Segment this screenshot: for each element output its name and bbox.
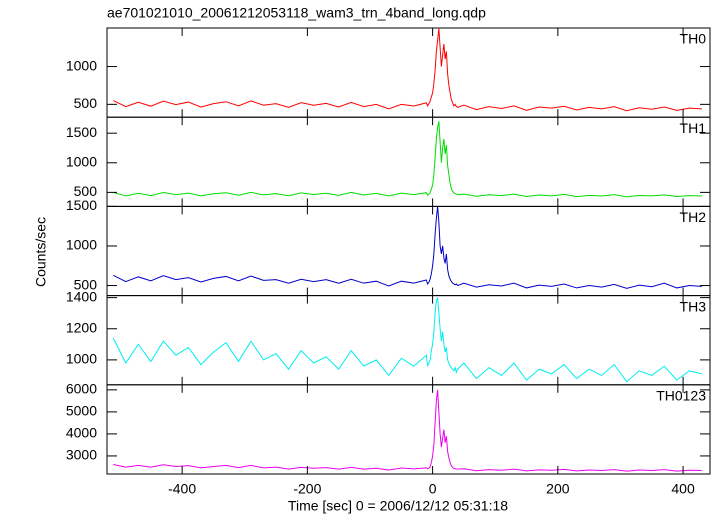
series-label: TH0123 [656,388,706,404]
light-curve [113,389,702,472]
x-axis-label: Time [sec] 0 = 2006/12/12 05:31:18 [288,498,508,514]
series-label: TH1 [680,120,707,136]
light-curve [113,206,702,289]
y-tick-label: 1000 [66,57,97,73]
y-tick-label: 1400 [66,288,97,304]
x-tick-label: 400 [671,481,695,497]
light-curve [112,297,702,383]
panel-frame [106,116,711,207]
x-tick-label: 200 [546,481,570,497]
y-tick-label: 1000 [66,351,97,367]
series-label: TH2 [680,209,707,225]
series-label: TH3 [680,298,707,314]
panel-frame [106,27,711,118]
light-curve [113,121,702,198]
y-tick-label: 500 [74,276,98,292]
panel-frame [106,384,711,475]
y-tick-label: 1500 [66,124,97,140]
y-tick-label: 1500 [66,197,97,213]
y-tick-label: 500 [74,183,98,199]
y-tick-label: 6000 [66,381,97,397]
y-tick-label: 1000 [66,237,97,253]
y-tick-label: 3000 [66,447,97,463]
x-tick-label: -400 [168,481,196,497]
y-tick-label: 4000 [66,425,97,441]
y-tick-label: 1000 [66,153,97,169]
x-tick-label: -200 [293,481,321,497]
y-tick-label: 1200 [66,319,97,335]
light-curve [113,28,702,112]
chart-title: ae701021010_20061212053118_wam3_trn_4ban… [107,5,486,21]
y-tick-label: 5000 [66,403,97,419]
x-tick-label: 0 [429,481,437,497]
y-tick-label: 500 [74,95,98,111]
y-axis-label: Counts/sec [33,217,49,287]
series-label: TH0 [680,31,707,47]
